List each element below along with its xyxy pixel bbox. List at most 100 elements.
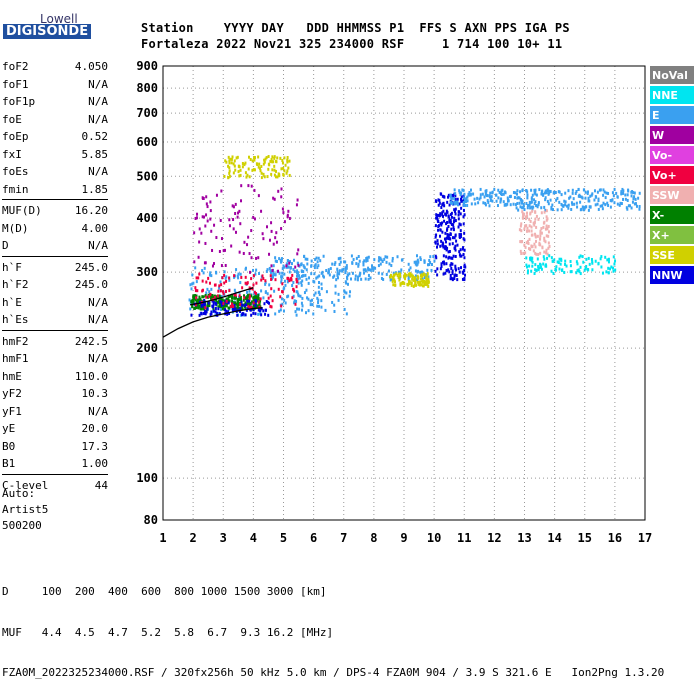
echo-point: [638, 205, 641, 209]
echo-point: [616, 202, 619, 206]
echo-point: [195, 294, 198, 298]
echo-point: [462, 188, 465, 192]
echo-point: [217, 307, 220, 311]
echo-point: [537, 217, 540, 221]
echo-point: [273, 156, 276, 160]
echo-point: [241, 307, 244, 311]
echo-point: [246, 306, 249, 310]
echo-point: [232, 205, 235, 209]
echo-point: [253, 290, 256, 294]
echo-point: [454, 212, 457, 216]
echo-point: [532, 221, 535, 225]
echo-point: [223, 281, 226, 285]
echo-point: [531, 207, 534, 211]
echo-point: [267, 313, 270, 317]
echo-point: [515, 192, 518, 196]
echo-point: [373, 258, 376, 262]
x-tick-label: 16: [608, 531, 622, 545]
echo-point: [198, 304, 201, 308]
echo-point: [218, 312, 221, 316]
echo-point: [593, 198, 596, 202]
echo-point: [286, 155, 289, 159]
echo-point: [441, 243, 444, 247]
echo-point: [524, 251, 527, 255]
echo-point: [424, 282, 427, 286]
echo-point: [452, 223, 455, 227]
echo-point: [293, 258, 296, 262]
echo-point: [437, 203, 440, 207]
echo-point: [247, 235, 250, 239]
echo-point: [460, 233, 463, 237]
echo-point: [425, 278, 428, 282]
echo-point: [543, 238, 546, 242]
echo-point: [334, 291, 337, 295]
echo-point: [440, 262, 443, 266]
echo-point: [626, 207, 629, 211]
echo-point: [299, 294, 302, 298]
echo-point: [225, 309, 228, 313]
echo-point: [347, 273, 350, 277]
echo-point: [294, 302, 297, 306]
param-value: N/A: [88, 165, 108, 179]
echo-point: [551, 203, 554, 207]
echo-point: [221, 276, 224, 280]
echo-point: [215, 311, 218, 315]
echo-point: [228, 218, 231, 222]
echo-point: [227, 155, 230, 159]
echo-point: [307, 309, 310, 313]
echo-point: [215, 193, 218, 197]
echo-point: [526, 196, 529, 200]
echo-point: [448, 255, 451, 259]
echo-point: [528, 237, 531, 241]
echo-point: [246, 299, 249, 303]
echo-point: [250, 305, 253, 309]
echo-point: [520, 229, 523, 233]
echo-point: [459, 223, 462, 227]
echo-point: [244, 275, 247, 279]
echo-point: [270, 264, 273, 268]
echo-point: [495, 199, 498, 203]
echo-point: [466, 195, 469, 199]
echo-point: [248, 175, 251, 179]
echo-point: [270, 221, 273, 225]
echo-point: [374, 266, 377, 270]
echo-point: [399, 274, 402, 278]
echo-point: [269, 294, 272, 298]
echo-point: [268, 266, 271, 270]
echo-point: [455, 201, 458, 205]
echo-point: [367, 255, 370, 259]
echo-point: [282, 211, 285, 215]
echo-point: [325, 290, 328, 294]
echo-point: [200, 304, 203, 308]
echo-point: [446, 246, 449, 250]
echo-point: [445, 245, 448, 249]
param-row: hmE 110.0: [2, 368, 108, 386]
echo-point: [448, 242, 451, 246]
echo-point: [206, 304, 209, 308]
param-value: 1.85: [81, 182, 109, 196]
echo-point: [393, 280, 396, 284]
echo-point: [582, 260, 585, 264]
legend-item-vo: Vo+: [650, 166, 694, 186]
echo-point: [319, 259, 322, 263]
echo-point: [344, 269, 347, 273]
param-name: h`F2: [2, 278, 29, 292]
echo-point: [612, 194, 615, 198]
param-name: D: [2, 239, 9, 253]
echo-point: [251, 159, 254, 163]
echo-point: [543, 236, 546, 240]
echo-point: [358, 274, 361, 278]
echo-point: [578, 255, 581, 259]
echo-point: [313, 272, 316, 276]
echo-point: [638, 207, 641, 211]
echo-point: [263, 158, 266, 162]
echo-point: [442, 209, 445, 213]
echo-point: [351, 271, 354, 275]
echo-point: [233, 301, 236, 305]
echo-point: [270, 270, 273, 274]
echo-point: [233, 159, 236, 163]
echo-point: [285, 264, 288, 268]
logo-lowell-text: Lowell: [40, 12, 78, 26]
echo-point: [354, 277, 357, 281]
echo-point: [203, 307, 206, 311]
